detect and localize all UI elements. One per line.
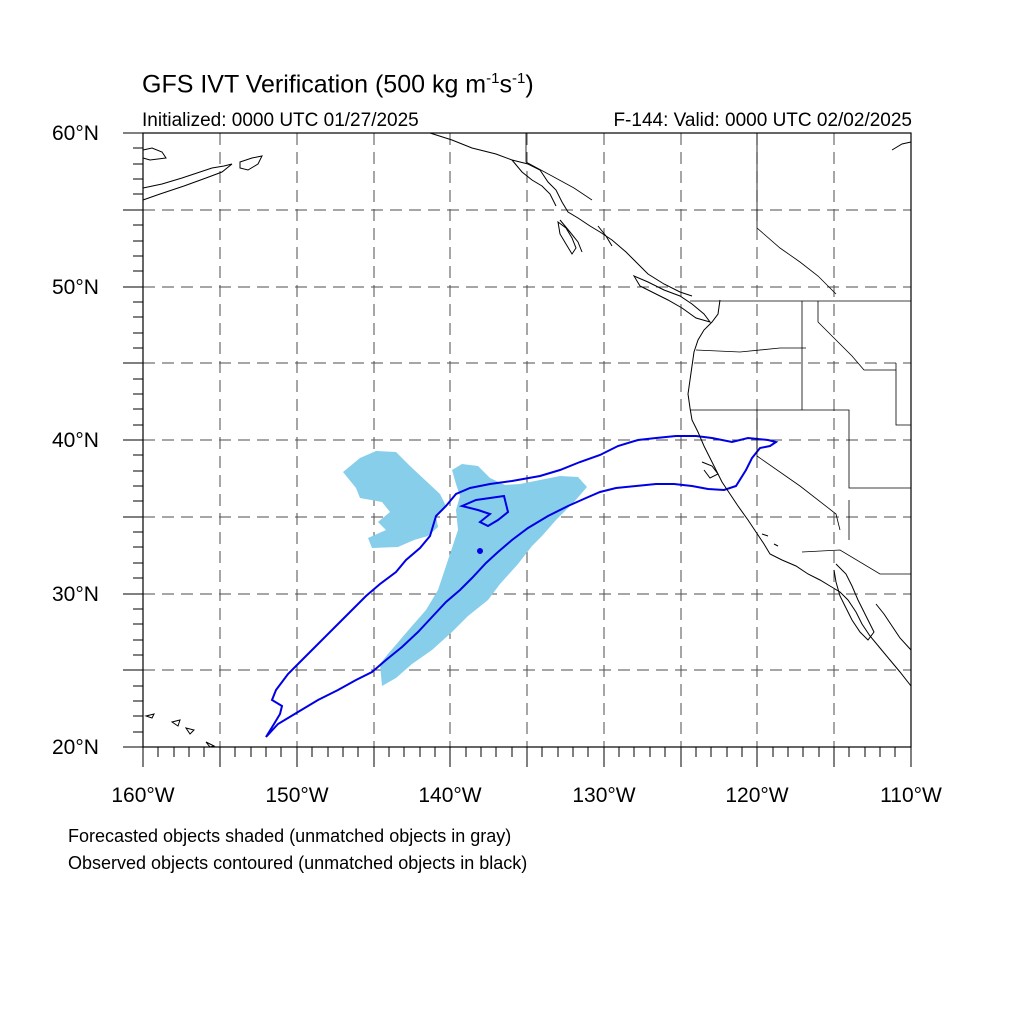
note-forecast: Forecasted objects shaded (unmatched obj… [68, 826, 512, 846]
alaska-gulf-coast [429, 132, 693, 297]
lat-label-50n: 50°N [52, 276, 99, 299]
us-mexico-border [801, 549, 911, 575]
political-boundaries [525, 133, 911, 575]
lon-label-160w: 160°W [111, 784, 175, 807]
observed-dot [477, 548, 483, 554]
lat-label-30n: 30°N [52, 583, 99, 606]
lat-label-20n: 20°N [52, 736, 99, 759]
coastlines [142, 132, 912, 748]
lon-label-150w: 150°W [265, 784, 329, 807]
init-time: Initialized: 0000 UTC 01/27/2025 [142, 110, 419, 131]
wa-or-border [695, 347, 806, 353]
alaska-canada-border [525, 133, 593, 201]
us-west-coast [687, 299, 912, 687]
idaho-border [801, 301, 896, 410]
nevada-utah-border [895, 363, 911, 426]
haida-gwaii [557, 220, 577, 255]
forecast-object-west [343, 451, 446, 548]
tick-marks [123, 132, 912, 767]
channel-islands [761, 533, 779, 547]
lat-label-40n: 40°N [52, 429, 99, 452]
ca-nv-border [756, 410, 841, 531]
note-observed: Observed objects contoured (unmatched ob… [68, 853, 528, 873]
lon-label-110w: 110°W [880, 784, 942, 807]
forecast-object-main [380, 464, 587, 686]
observed-inner-contour [458, 494, 510, 528]
forecast-objects [343, 451, 587, 686]
hawaii-islands [144, 713, 216, 748]
map-title: GFS IVT Verification (500 kg m-1s-1) [142, 70, 534, 99]
canada-province-border [756, 133, 837, 295]
lon-label-140w: 140°W [418, 784, 482, 807]
alaska-kodiak [239, 155, 263, 171]
lon-label-120w: 120°W [725, 784, 789, 807]
lat-label-60n: 60°N [52, 122, 99, 145]
observed-objects [265, 435, 779, 738]
graticule [143, 133, 911, 747]
southeast-alaska-islands [511, 159, 613, 253]
lon-label-130w: 130°W [572, 784, 636, 807]
vancouver-island [632, 274, 712, 323]
or-ca-nv-border [690, 409, 911, 489]
baja-california [833, 563, 875, 641]
valid-time: F-144: Valid: 0000 UTC 02/02/2025 [613, 110, 912, 131]
sf-bay [701, 461, 719, 479]
alaska-coast-west [142, 147, 167, 161]
alaska-coast-south [142, 163, 233, 201]
observed-object-contour [265, 435, 779, 738]
gulf-of-california [875, 603, 912, 651]
hudson-coast [891, 141, 912, 151]
